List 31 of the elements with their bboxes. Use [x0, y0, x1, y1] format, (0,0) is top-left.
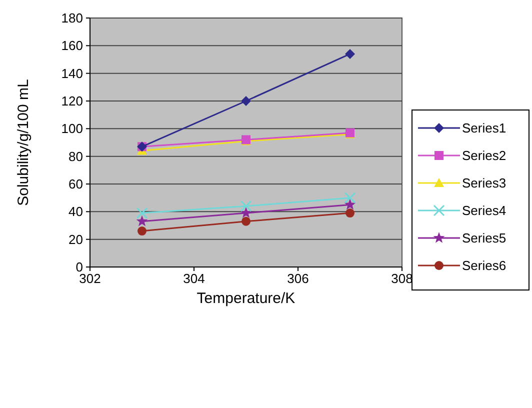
- point: [344, 192, 356, 204]
- legend-label: Series1: [462, 120, 506, 136]
- point: [136, 207, 148, 219]
- legend-label: Series4: [462, 203, 506, 218]
- legend-label: Series6: [462, 258, 506, 274]
- y-tick-label: 60: [68, 176, 83, 192]
- legend-label: Series3: [462, 176, 506, 191]
- point: [240, 200, 252, 212]
- legend-label: Series5: [462, 230, 506, 246]
- point: [240, 207, 252, 218]
- point: [344, 198, 356, 210]
- x-tick-label: 306: [287, 271, 309, 286]
- point: [242, 216, 250, 226]
- y-tick-label: 120: [61, 94, 83, 109]
- y-tick-label: 180: [61, 10, 83, 26]
- y-tick-label: 40: [68, 204, 83, 220]
- y-tick-label: 20: [68, 232, 83, 247]
- point: [136, 215, 148, 226]
- y-tick-label: 160: [61, 38, 83, 54]
- point: [138, 226, 146, 236]
- legend-label: Series2: [462, 148, 506, 164]
- y-tick-label: 140: [61, 66, 83, 81]
- x-axis-title: Temperature/K: [196, 290, 296, 307]
- point: [345, 48, 355, 59]
- point: [241, 96, 251, 106]
- x-tick-label: 304: [183, 271, 205, 286]
- y-axis-title: Solubility/g/100 mL: [15, 79, 32, 206]
- y-tick-label: 80: [68, 148, 83, 164]
- x-tick-label: 308: [391, 271, 413, 286]
- y-tick-label: 100: [61, 121, 83, 136]
- point: [346, 208, 354, 218]
